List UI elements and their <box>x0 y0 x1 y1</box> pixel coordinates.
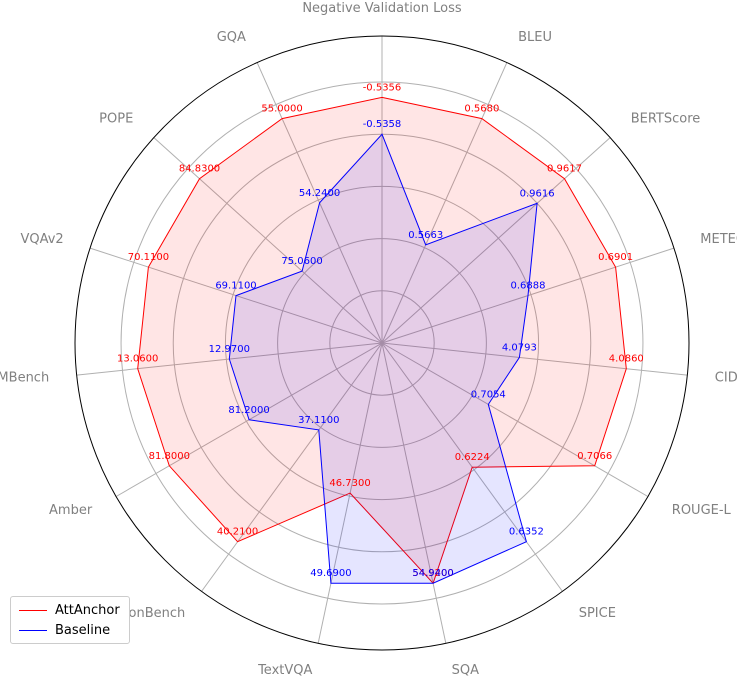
axis-label-amber: Amber <box>49 503 93 518</box>
value-label-baseline-rouge-l: 0.7054 <box>471 389 506 400</box>
spoke-rouge-l <box>381 342 649 497</box>
value-label-baseline-textvqa: 49.6900 <box>310 568 351 579</box>
value-label-attanchor-textvqa: 46.7300 <box>329 478 370 489</box>
legend-item-attanchor: AttAnchor <box>19 601 120 619</box>
spoke-cider <box>381 342 688 376</box>
axis-label-meteor: METEOR <box>700 232 737 247</box>
value-label-attanchor-cider: 4.0860 <box>609 354 644 365</box>
axis-label-sqa: SQA <box>452 663 479 678</box>
value-label-attanchor-meteor: 0.6901 <box>598 252 633 263</box>
value-label-baseline-hallusionbench: 37.1100 <box>298 415 339 426</box>
value-label-attanchor-sqa: 54.9200 <box>412 568 453 579</box>
spoke-sqa <box>381 342 447 644</box>
axis-label-mmbench: MMBench <box>0 371 49 386</box>
axis-label-bleu: BLEU <box>518 30 552 45</box>
axis-label-negative-validation-loss: Negative Validation Loss <box>302 1 462 16</box>
value-label-attanchor-bleu: 0.5680 <box>464 104 499 115</box>
axis-label-cider: CIDEr <box>715 371 737 386</box>
value-label-attanchor-vqav2: 70.1100 <box>128 252 169 263</box>
value-label-attanchor-gqa: 55.0000 <box>261 104 302 115</box>
axis-label-vqav2: VQAv2 <box>20 232 63 247</box>
legend: AttAnchor Baseline <box>10 596 130 644</box>
spoke-pope <box>153 137 383 344</box>
axis-label-bertscore: BERTScore <box>631 112 701 127</box>
value-label-baseline-negative-validation-loss: -0.5358 <box>363 119 402 130</box>
value-label-attanchor-pope: 84.8300 <box>179 164 220 175</box>
value-label-baseline-gqa: 54.2400 <box>299 188 340 199</box>
legend-item-baseline: Baseline <box>19 621 110 639</box>
axis-label-pope: POPE <box>99 112 133 127</box>
value-label-baseline-bleu: 0.5663 <box>408 230 443 241</box>
legend-label-baseline: Baseline <box>55 622 111 638</box>
value-label-baseline-spice: 0.6352 <box>509 527 544 538</box>
value-label-baseline-cider: 4.0793 <box>502 342 537 353</box>
spoke-hallusionbench <box>201 342 383 592</box>
value-label-baseline-mmbench: 12.9700 <box>209 344 250 355</box>
value-label-attanchor-hallusionbench: 40.2100 <box>217 527 258 538</box>
value-label-attanchor-amber: 81.8000 <box>149 451 190 462</box>
series-baseline <box>228 133 538 584</box>
axis-label-rouge-l: ROUGE-L <box>672 503 732 518</box>
axis-label-gqa: GQA <box>217 30 246 45</box>
value-label-attanchor-spice: 0.6224 <box>455 452 490 463</box>
value-labels: -0.5356 0.5680 0.9617 0.6901 4.0860 0.7066 0.6… <box>117 82 644 579</box>
axis-label-textvqa: TextVQA <box>257 663 312 678</box>
value-label-baseline-bertscore: 0.9616 <box>520 188 555 199</box>
value-label-baseline-meteor: 0.6888 <box>511 281 546 292</box>
legend-label-attanchor: AttAnchor <box>55 602 120 618</box>
value-label-baseline-amber: 81.2000 <box>228 405 269 416</box>
value-label-attanchor-negative-validation-loss: -0.5356 <box>363 82 402 93</box>
value-label-baseline-pope: 75.0600 <box>281 256 322 267</box>
spoke-bertscore <box>381 137 611 344</box>
value-label-attanchor-rouge-l: 0.7066 <box>577 451 612 462</box>
spoke-bleu <box>381 62 508 344</box>
value-label-attanchor-bertscore: 0.9617 <box>547 164 582 175</box>
legend-swatch-attanchor <box>19 609 47 611</box>
value-label-baseline-sqa: 54.9400 <box>412 568 453 579</box>
radar-series <box>137 96 627 585</box>
value-label-attanchor-mmbench: 13.0600 <box>117 354 158 365</box>
value-label-baseline-vqav2: 69.1100 <box>215 281 256 292</box>
outer-frame <box>74 35 690 651</box>
legend-swatch-baseline <box>19 629 47 631</box>
axis-label-spice: SPICE <box>579 606 616 621</box>
